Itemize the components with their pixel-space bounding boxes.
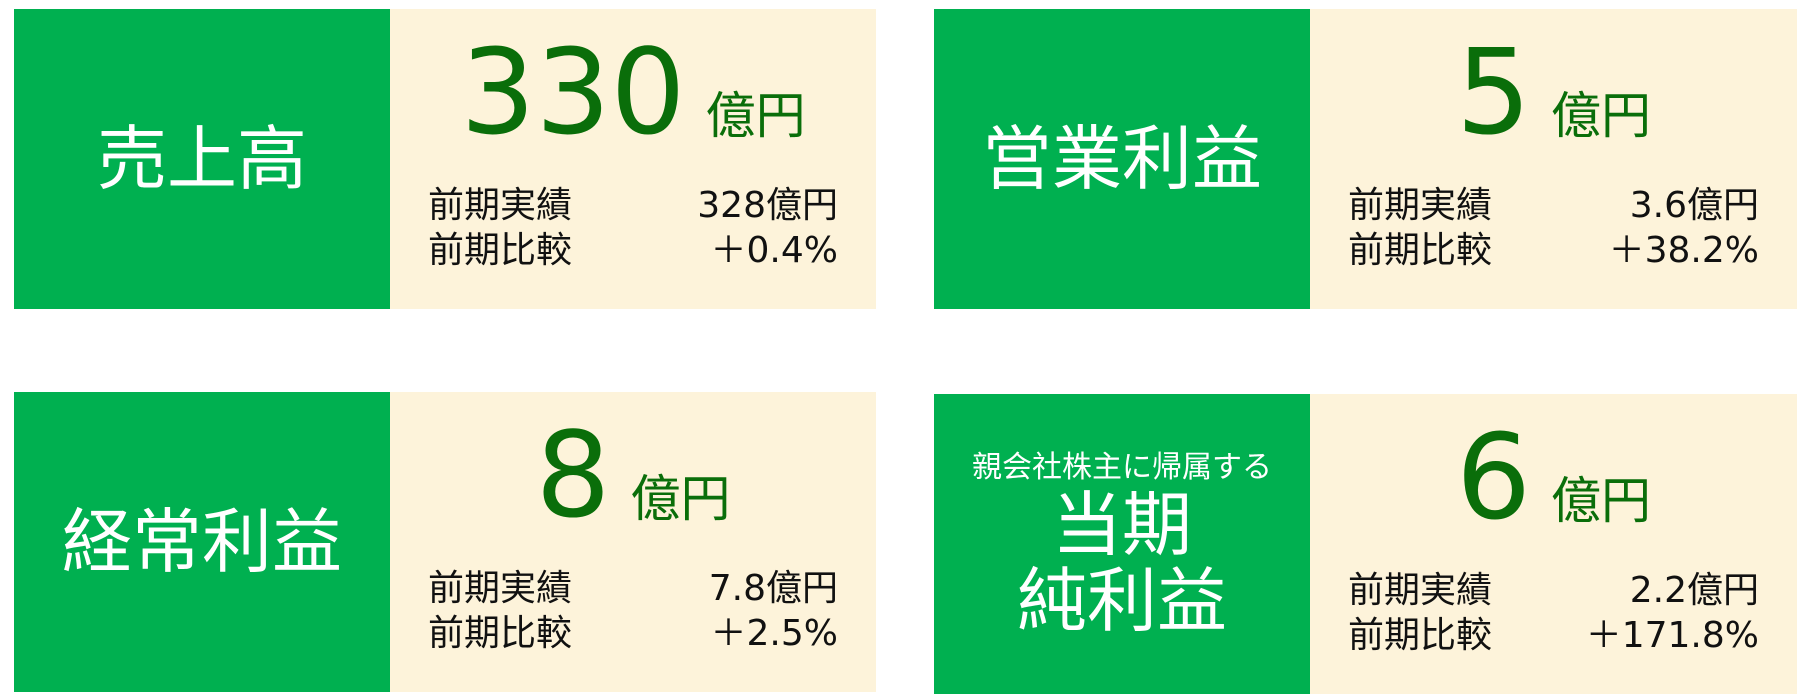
kpi-title: 当期: [1052, 484, 1192, 566]
row-label: 前期実績: [1348, 570, 1493, 611]
kpi-unit: 億円: [705, 87, 806, 145]
kpi-subtitle: 親会社株主に帰属する: [972, 450, 1272, 485]
row-value: ＋0.4%: [710, 230, 838, 271]
kpi-value: 5: [1455, 23, 1532, 161]
kpi-value-block: 8 億円: [390, 410, 876, 540]
kpi-unit: 億円: [1551, 472, 1652, 530]
kpi-body: 330 億円 前期実績 328億円 前期比較 ＋0.4%: [390, 9, 876, 309]
row-label: 前期比較: [428, 230, 573, 271]
kpi-rows: 前期実績 7.8億円前期比較 ＋2.5%: [428, 566, 838, 656]
kpi-card: 経常利益 8 億円 前期実績 7.8億円 前期比較 ＋2.5%: [14, 392, 876, 692]
row-value: 2.2億円: [1629, 570, 1759, 611]
kpi-unit: 億円: [630, 470, 731, 528]
kpi-row: 前期実績 3.6億円: [1348, 183, 1759, 228]
kpi-label: 経常利益: [14, 392, 390, 692]
row-label: 前期比較: [428, 613, 573, 654]
kpi-value: 6: [1455, 408, 1532, 546]
kpi-body: 5 億円 前期実績 3.6億円 前期比較 ＋38.2%: [1310, 9, 1797, 309]
kpi-title: 純利益: [1017, 560, 1227, 642]
kpi-card: 親会社株主に帰属する 当期 純利益 6 億円 前期実績 2.2億円 前期比較 ＋171.8%: [934, 394, 1797, 694]
kpi-row: 前期比較 ＋0.4%: [428, 228, 838, 273]
kpi-body: 8 億円 前期実績 7.8億円 前期比較 ＋2.5%: [390, 392, 876, 692]
kpi-title: 営業利益: [982, 118, 1262, 200]
row-value: 7.8億円: [708, 568, 838, 609]
kpi-label: 親会社株主に帰属する 当期 純利益: [934, 394, 1310, 694]
kpi-unit: 億円: [1551, 87, 1652, 145]
kpi-row: 前期実績 2.2億円: [1348, 568, 1759, 613]
row-label: 前期実績: [428, 568, 573, 609]
kpi-value-block: 330 億円: [390, 27, 876, 157]
kpi-title: 経常利益: [62, 501, 342, 583]
kpi-row: 前期実績 7.8億円: [428, 566, 838, 611]
row-value: ＋38.2%: [1608, 230, 1759, 271]
kpi-label: 営業利益: [934, 9, 1310, 309]
kpi-body: 6 億円 前期実績 2.2億円 前期比較 ＋171.8%: [1310, 394, 1797, 694]
row-value: 3.6億円: [1629, 185, 1759, 226]
row-value: ＋2.5%: [710, 613, 838, 654]
kpi-value: 330: [460, 23, 686, 161]
row-label: 前期実績: [1348, 185, 1493, 226]
kpi-label: 売上高: [14, 9, 390, 309]
kpi-value-block: 6 億円: [1310, 412, 1797, 542]
row-label: 前期比較: [1348, 230, 1493, 271]
kpi-value: 8: [535, 406, 611, 544]
row-value: 328億円: [697, 185, 838, 226]
kpi-title: 売上高: [97, 118, 307, 200]
kpi-rows: 前期実績 2.2億円前期比較 ＋171.8%: [1348, 568, 1759, 658]
kpi-value-block: 5 億円: [1310, 27, 1797, 157]
kpi-rows: 前期実績 328億円前期比較 ＋0.4%: [428, 183, 838, 273]
row-label: 前期比較: [1348, 615, 1493, 656]
kpi-rows: 前期実績 3.6億円前期比較 ＋38.2%: [1348, 183, 1759, 273]
row-value: ＋171.8%: [1585, 615, 1759, 656]
kpi-row: 前期比較 ＋2.5%: [428, 611, 838, 656]
row-label: 前期実績: [428, 185, 573, 226]
kpi-row: 前期比較 ＋38.2%: [1348, 228, 1759, 273]
kpi-row: 前期比較 ＋171.8%: [1348, 613, 1759, 658]
kpi-card: 営業利益 5 億円 前期実績 3.6億円 前期比較 ＋38.2%: [934, 9, 1797, 309]
kpi-row: 前期実績 328億円: [428, 183, 838, 228]
kpi-card: 売上高 330 億円 前期実績 328億円 前期比較 ＋0.4%: [14, 9, 876, 309]
